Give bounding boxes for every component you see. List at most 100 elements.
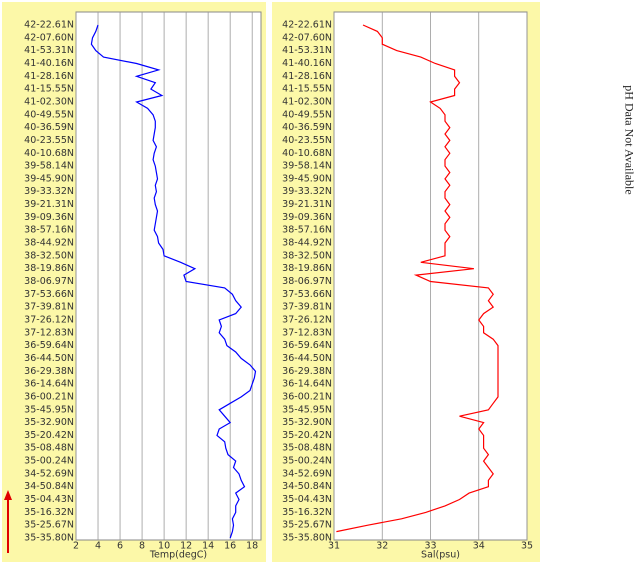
y-tick-label: 35-16.32N (282, 507, 332, 518)
y-tick-label: 39-21.31N (24, 199, 74, 210)
y-tick-label: 34-52.69N (24, 468, 74, 479)
y-tick-label: 38-32.50N (282, 250, 332, 261)
data-line (336, 24, 499, 533)
x-tick-label: 12 (180, 541, 192, 552)
side-note: pH Data Not Available (622, 85, 636, 194)
y-tick-label: 41-28.16N (282, 71, 332, 82)
y-tick-label: 41-53.31N (24, 45, 74, 56)
y-tick-label: 37-12.83N (282, 327, 332, 338)
y-tick-label: 35-00.24N (282, 456, 332, 467)
y-tick-label: 35-25.67N (24, 520, 74, 531)
y-tick-label: 35-32.90N (282, 417, 332, 428)
x-tick-label: 16 (224, 541, 236, 552)
y-tick-label: 36-44.50N (282, 353, 332, 364)
y-tick-label: 34-52.69N (282, 468, 332, 479)
x-tick-label: 4 (95, 541, 101, 552)
plot-area (75, 11, 262, 541)
y-tick-label: 39-09.36N (24, 212, 74, 223)
x-axis-label: Sal(psu) (421, 550, 460, 561)
y-tick-label: 36-59.64N (282, 340, 332, 351)
y-tick-label: 38-19.86N (282, 263, 332, 274)
y-tick-label: 36-44.50N (24, 353, 74, 364)
x-axis-label: Temp(degC) (149, 550, 207, 561)
y-tick-label: 35-25.67N (282, 520, 332, 531)
y-tick-label: 35-04.43N (282, 494, 332, 505)
y-tick-label: 35-45.95N (282, 404, 332, 415)
y-tick-label: 39-21.31N (282, 199, 332, 210)
y-tick-label: 37-53.66N (24, 289, 74, 300)
x-tick-label: 31 (328, 541, 340, 552)
y-tick-label: 42-07.60N (282, 32, 332, 43)
y-tick-label: 37-26.12N (24, 314, 74, 325)
y-tick-label: 39-33.32N (282, 186, 332, 197)
y-tick-label: 37-53.66N (282, 289, 332, 300)
y-tick-label: 38-32.50N (24, 250, 74, 261)
y-tick-label: 37-39.81N (282, 302, 332, 313)
y-tick-label: 39-45.90N (24, 173, 74, 184)
y-tick-label: 38-57.16N (282, 225, 332, 236)
y-tick-label: 41-40.16N (24, 58, 74, 69)
y-tick-label: 42-22.61N (282, 20, 332, 31)
y-tick-label: 42-07.60N (24, 32, 74, 43)
x-tick-label: 14 (202, 541, 214, 552)
y-tick-label: 41-02.30N (282, 96, 332, 107)
y-tick-label: 37-39.81N (24, 302, 74, 313)
y-tick-label: 39-58.14N (24, 161, 74, 172)
x-tick-label: 6 (117, 541, 123, 552)
y-tick-label: 41-28.16N (24, 71, 74, 82)
y-tick-label: 39-58.14N (282, 161, 332, 172)
y-tick-label: 38-57.16N (24, 225, 74, 236)
y-tick-label: 35-08.48N (24, 443, 74, 454)
y-tick-label: 38-44.92N (24, 238, 74, 249)
y-tick-label: 35-35.80N (282, 533, 332, 544)
y-tick-label: 40-49.55N (282, 109, 332, 120)
x-tick-label: 35 (521, 541, 533, 552)
y-tick-label: 36-00.21N (24, 391, 74, 402)
y-tick-label: 36-14.64N (24, 379, 74, 390)
data-line (90, 24, 257, 539)
y-tick-label: 34-50.84N (282, 481, 332, 492)
y-tick-label: 39-09.36N (282, 212, 332, 223)
y-tick-label: 38-44.92N (282, 238, 332, 249)
x-tick-label: 2 (73, 541, 79, 552)
y-tick-label: 41-02.30N (24, 96, 74, 107)
y-tick-label: 36-29.38N (282, 366, 332, 377)
y-tick-label: 35-00.24N (24, 456, 74, 467)
y-tick-label: 40-36.59N (282, 122, 332, 133)
y-tick-label: 41-40.16N (282, 58, 332, 69)
y-tick-label: 35-04.43N (24, 494, 74, 505)
y-tick-label: 36-29.38N (24, 366, 74, 377)
y-tick-label: 36-14.64N (282, 379, 332, 390)
y-tick-label: 39-45.90N (282, 173, 332, 184)
y-tick-label: 40-10.68N (282, 148, 332, 159)
x-tick-label: 33 (424, 541, 436, 552)
x-tick-label: 8 (139, 541, 145, 552)
y-tick-label: 35-20.42N (24, 430, 74, 441)
y-tick-label: 41-53.31N (282, 45, 332, 56)
y-tick-label: 37-26.12N (282, 314, 332, 325)
y-tick-label: 41-15.55N (282, 84, 332, 95)
y-tick-label: 41-15.55N (24, 84, 74, 95)
y-tick-label: 34-50.84N (24, 481, 74, 492)
y-tick-label: 40-36.59N (24, 122, 74, 133)
y-tick-label: 35-16.32N (24, 507, 74, 518)
y-tick-label: 35-35.80N (24, 533, 74, 544)
y-tick-label: 40-23.55N (282, 135, 332, 146)
y-tick-label: 35-08.48N (282, 443, 332, 454)
y-tick-label: 40-49.55N (24, 109, 74, 120)
direction-arrow-head (4, 490, 12, 500)
y-tick-label: 36-59.64N (24, 340, 74, 351)
x-tick-label: 32 (376, 541, 388, 552)
y-tick-label: 35-32.90N (24, 417, 74, 428)
x-tick-label: 18 (246, 541, 258, 552)
x-tick-label: 10 (158, 541, 170, 552)
y-tick-label: 35-45.95N (24, 404, 74, 415)
y-tick-label: 40-10.68N (24, 148, 74, 159)
y-tick-label: 39-33.32N (24, 186, 74, 197)
y-tick-label: 38-06.97N (282, 276, 332, 287)
y-tick-label: 42-22.61N (24, 20, 74, 31)
y-tick-label: 38-19.86N (24, 263, 74, 274)
x-tick-label: 34 (473, 541, 485, 552)
y-tick-label: 38-06.97N (24, 276, 74, 287)
